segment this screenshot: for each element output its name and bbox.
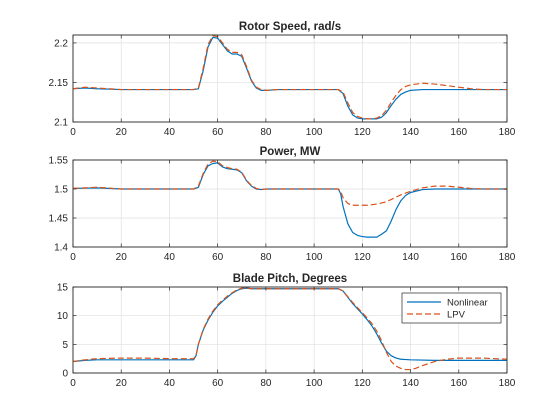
y-tick-label: 1.5 <box>54 185 68 196</box>
subplot-3: 0 20 40 60 80 100 120 140 160 180 0 5 10 15 Blade Pitc… <box>57 273 516 389</box>
x-tick-label: 40 <box>164 252 176 263</box>
y-tick-label: 5 <box>62 340 68 351</box>
plot-area <box>72 34 508 123</box>
x-tick-label: 120 <box>354 252 371 263</box>
chart-title: Blade Pitch, Degrees <box>233 273 347 285</box>
legend-label-lpv: LPV <box>447 310 466 321</box>
series-line-nonlinear <box>72 162 507 238</box>
subplot-2: 0 20 40 60 80 100 120 140 160 180 1.4 1.45 1.5 1.55 Po… <box>49 146 516 263</box>
x-tick-label: 40 <box>164 378 176 389</box>
x-tick-label: 140 <box>402 378 419 389</box>
x-tick-label: 0 <box>70 378 76 389</box>
x-tick-label: 180 <box>499 252 516 263</box>
chart-title: Power, MW <box>260 146 321 158</box>
chart-title: Rotor Speed, rad/s <box>239 21 341 33</box>
x-tick-label: 80 <box>260 127 272 138</box>
legend-label-nonlinear: Nonlinear <box>447 298 488 309</box>
y-tick-label: 2.1 <box>54 118 68 129</box>
legend-box <box>401 292 502 324</box>
x-tick-label: 40 <box>164 127 176 138</box>
y-tick-label: 2.15 <box>49 78 69 89</box>
y-tick-label: 1.45 <box>49 214 69 225</box>
y-tick-label: 10 <box>57 311 69 322</box>
x-tick-label: 100 <box>306 127 323 138</box>
x-tick-label: 80 <box>260 252 272 263</box>
x-tick-label: 120 <box>354 127 371 138</box>
x-tick-label: 160 <box>450 252 467 263</box>
x-tick-label: 80 <box>260 378 272 389</box>
x-tick-label: 100 <box>306 252 323 263</box>
x-tick-label: 0 <box>70 127 76 138</box>
x-tick-label: 20 <box>116 127 128 138</box>
x-tick-label: 140 <box>402 127 419 138</box>
x-tick-label: 160 <box>450 378 467 389</box>
y-tick-label: 1.4 <box>54 243 68 254</box>
x-tick-label: 20 <box>116 252 128 263</box>
series-line-lpv <box>72 160 507 206</box>
series-line-lpv <box>72 35 507 120</box>
x-tick-label: 180 <box>499 378 516 389</box>
y-tick-label: 1.55 <box>49 156 69 167</box>
x-tick-label: 160 <box>450 127 467 138</box>
x-tick-label: 120 <box>354 378 371 389</box>
axes-frame <box>72 34 508 123</box>
x-tick-label: 20 <box>116 378 128 389</box>
axes-frame <box>72 159 508 248</box>
y-tick-label: 15 <box>57 283 69 294</box>
y-tick-label: 2.2 <box>54 38 68 49</box>
plot-area <box>72 159 508 248</box>
x-tick-label: 60 <box>212 378 224 389</box>
x-tick-label: 60 <box>212 127 224 138</box>
x-tick-label: 140 <box>402 252 419 263</box>
y-tick-label: 0 <box>62 369 68 380</box>
x-tick-label: 0 <box>70 252 76 263</box>
series-line-lpv <box>72 287 508 371</box>
x-tick-label: 180 <box>499 127 516 138</box>
x-tick-label: 60 <box>212 252 224 263</box>
subplot-1: 0 20 40 60 80 100 120 140 160 180 2.1 2.15 2.2 Rotor … <box>49 21 516 138</box>
axes-frame <box>72 286 508 374</box>
x-tick-label: 100 <box>306 378 323 389</box>
